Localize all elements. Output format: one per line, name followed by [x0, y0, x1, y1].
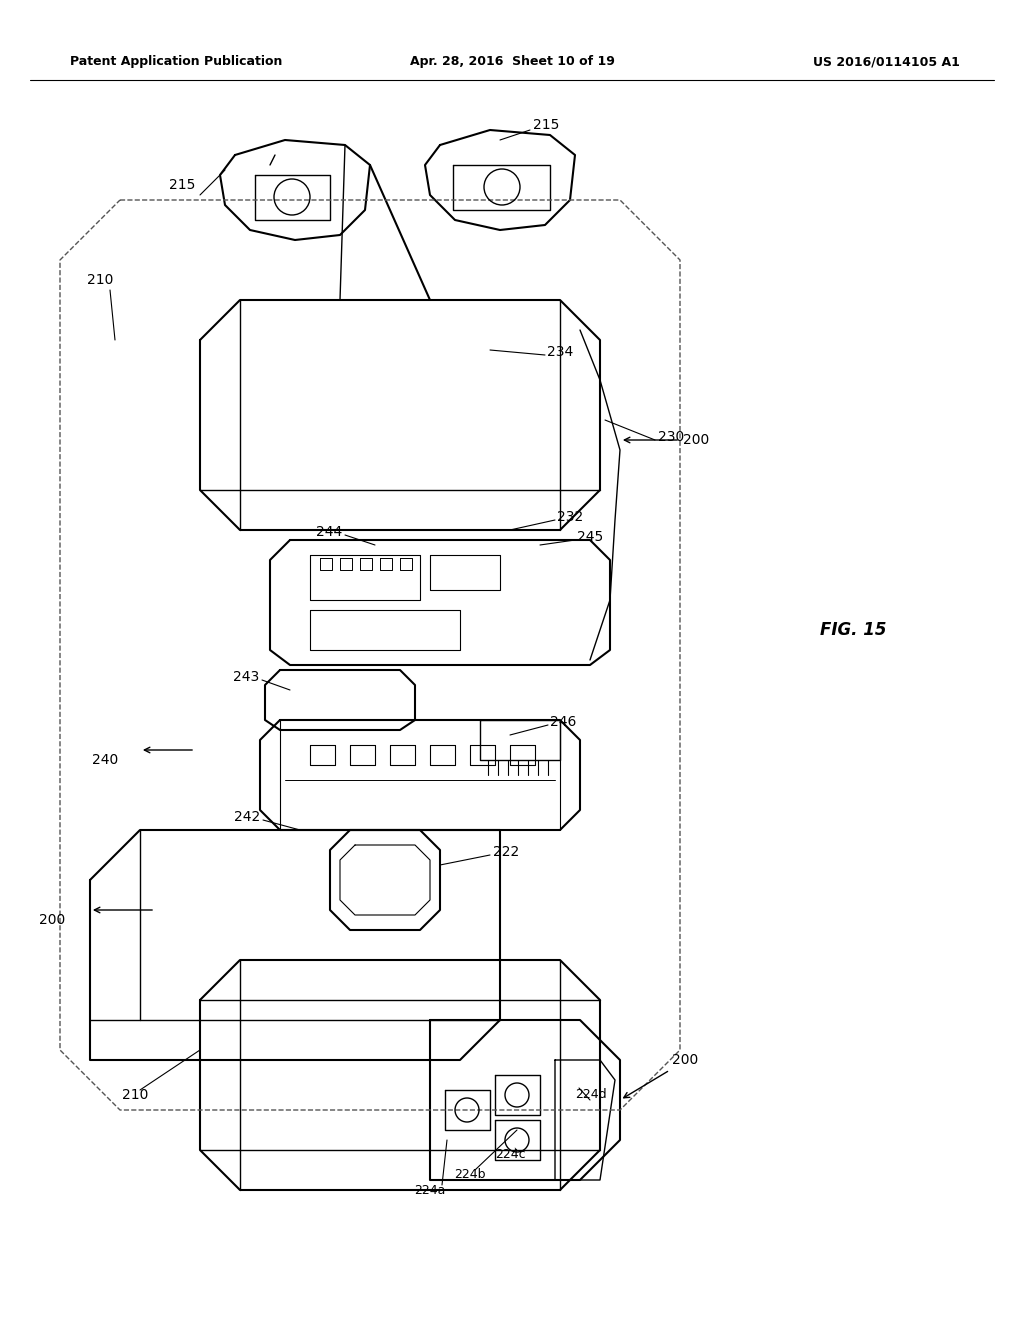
Text: 224c: 224c [495, 1148, 525, 1162]
Text: 244: 244 [315, 525, 342, 539]
Text: 242: 242 [233, 810, 260, 824]
Text: 224a: 224a [415, 1184, 445, 1196]
Text: 240: 240 [92, 752, 118, 767]
Text: US 2016/0114105 A1: US 2016/0114105 A1 [813, 55, 961, 69]
Text: 215: 215 [169, 178, 195, 191]
Text: FIG. 15: FIG. 15 [820, 620, 887, 639]
Text: 232: 232 [557, 510, 584, 524]
Text: 243: 243 [232, 671, 259, 684]
Text: 230: 230 [658, 430, 684, 444]
Text: 200: 200 [672, 1053, 698, 1067]
Text: 224d: 224d [575, 1089, 606, 1101]
Text: 245: 245 [577, 531, 603, 544]
Text: Patent Application Publication: Patent Application Publication [70, 55, 283, 69]
Text: 234: 234 [547, 345, 573, 359]
Text: 246: 246 [550, 715, 577, 729]
Text: 224b: 224b [455, 1168, 485, 1181]
Text: 210: 210 [87, 273, 114, 286]
Text: 215: 215 [534, 117, 559, 132]
Text: 200: 200 [39, 913, 65, 927]
Text: 210: 210 [122, 1088, 148, 1102]
Text: Apr. 28, 2016  Sheet 10 of 19: Apr. 28, 2016 Sheet 10 of 19 [410, 55, 614, 69]
Text: 222: 222 [493, 845, 519, 859]
Text: 200: 200 [683, 433, 710, 447]
